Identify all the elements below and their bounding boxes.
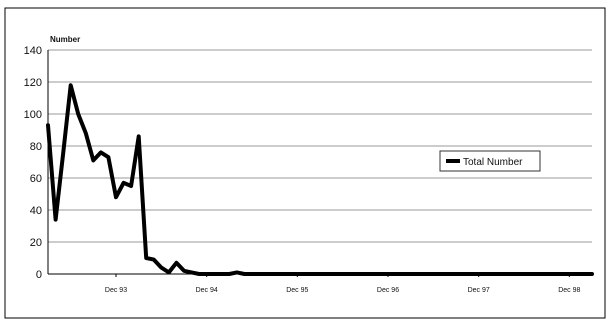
x-tick-label: Dec 94 xyxy=(196,287,218,294)
y-tick-labels: 0 20 40 60 80 100 120 140 xyxy=(24,45,42,281)
series-lines xyxy=(46,83,594,276)
x-tick-label: Dec 97 xyxy=(468,287,490,294)
x-tick-label: Dec 96 xyxy=(377,287,399,294)
y-tick-label: 80 xyxy=(30,141,42,153)
y-tick-label: 140 xyxy=(24,45,42,57)
legend-entry-total-number: Total Number xyxy=(463,157,523,168)
x-tick-label: Dec 98 xyxy=(558,287,580,294)
x-tick-label: Dec 95 xyxy=(286,287,308,294)
legend-box xyxy=(439,150,541,172)
x-tick-label: Dec 93 xyxy=(105,287,127,294)
legend: Total Number xyxy=(439,150,541,172)
y-tick-label: 120 xyxy=(24,77,42,89)
series-line-total-number xyxy=(46,83,594,276)
y-tick-label: 40 xyxy=(30,205,42,217)
y-tick-label: 0 xyxy=(36,269,42,281)
chart-outer-frame xyxy=(4,7,606,319)
y-tick-label: 60 xyxy=(30,173,42,185)
y-tick-label: 100 xyxy=(24,109,42,121)
y-axis-label: Number xyxy=(50,35,80,44)
y-tick-label: 20 xyxy=(30,237,42,249)
x-tick-labels: Dec 93 Dec 94 Dec 95 Dec 96 Dec 97 Dec 98 xyxy=(105,274,581,294)
